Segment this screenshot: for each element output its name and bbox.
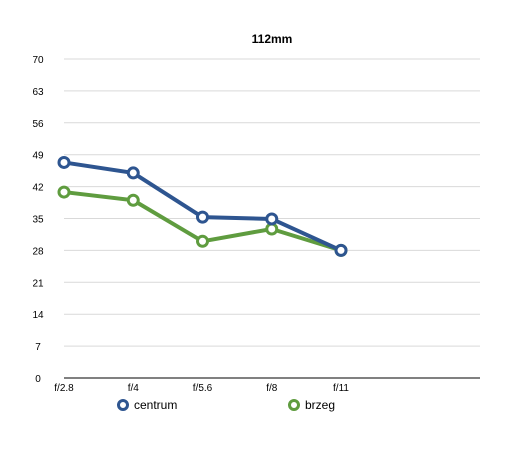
- data-point-brzeg: [57, 185, 71, 199]
- x-tick-label: f/4: [128, 383, 140, 394]
- y-tick-label: 21: [32, 278, 44, 289]
- data-point-centrum: [57, 155, 71, 169]
- y-tick-label: 7: [35, 342, 41, 353]
- legend-marker-centrum: [117, 399, 129, 411]
- x-axis-ticks: f/2.8 f/4 f/5.6 f/8 f/11: [54, 383, 349, 394]
- data-point-centrum: [265, 212, 279, 226]
- gridlines: [64, 58, 480, 347]
- data-point-centrum: [126, 166, 140, 180]
- data-point-centrum: [196, 210, 209, 224]
- y-tick-label: 35: [32, 215, 44, 226]
- y-tick-label: 14: [32, 310, 44, 321]
- y-tick-label: 28: [32, 246, 44, 257]
- series-lines: [57, 155, 348, 257]
- y-tick-label: 0: [35, 374, 41, 385]
- data-point-centrum: [334, 243, 348, 257]
- legend: centrum brzeg: [117, 398, 335, 412]
- legend-label-centrum: centrum: [134, 398, 177, 412]
- y-tick-label: 42: [32, 183, 44, 194]
- legend-marker-brzeg: [288, 399, 300, 411]
- x-tick-label: f/8: [266, 383, 278, 394]
- data-point-brzeg: [126, 193, 140, 207]
- y-tick-label: 70: [32, 55, 44, 66]
- data-point-brzeg: [265, 222, 279, 236]
- y-axis-ticks: 0 7 14 21 28 35 42 49 56 63 70: [32, 55, 44, 385]
- x-tick-label: f/2.8: [54, 383, 74, 394]
- legend-label-brzeg: brzeg: [305, 398, 335, 412]
- y-tick-label: 63: [32, 87, 44, 98]
- x-tick-label: f/5.6: [193, 383, 213, 394]
- x-tick-label: f/11: [333, 383, 349, 394]
- chart-title: 112mm: [252, 32, 293, 46]
- y-tick-label: 56: [32, 119, 44, 130]
- y-tick-label: 49: [32, 151, 44, 162]
- data-point-brzeg: [196, 234, 209, 248]
